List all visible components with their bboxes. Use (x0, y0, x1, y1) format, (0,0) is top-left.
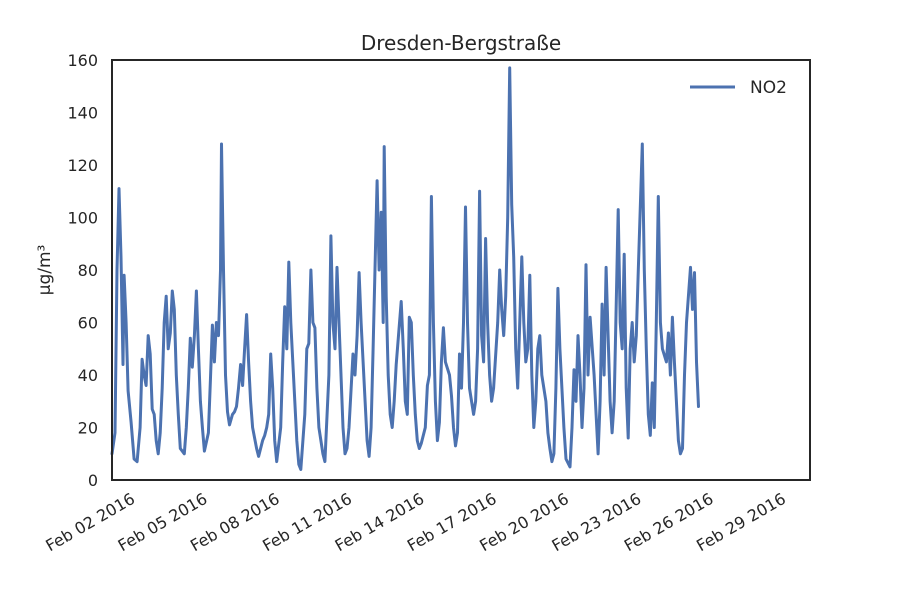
y-tick-label: 160 (67, 51, 98, 70)
legend: NO2 (690, 78, 787, 98)
y-tick-label: 80 (78, 261, 98, 280)
axes-frame (111, 59, 811, 481)
series-line-no2 (110, 66, 700, 471)
y-axis-label: µg/m³ (35, 245, 55, 296)
legend-label: NO2 (750, 78, 787, 98)
y-tick-label: 40 (78, 366, 98, 385)
plot-area (110, 66, 700, 471)
y-tick-label: 120 (67, 156, 98, 175)
y-tick-label: 100 (67, 209, 98, 228)
y-tick-label: 0 (88, 471, 98, 490)
y-axis-ticks: 0 20 40 60 80 100 120 140 160 (67, 51, 98, 490)
y-tick-label: 140 (67, 104, 98, 123)
chart-title: Dresden-Bergstraße (361, 31, 561, 55)
y-tick-label: 20 (78, 419, 98, 438)
y-tick-label: 60 (78, 314, 98, 333)
